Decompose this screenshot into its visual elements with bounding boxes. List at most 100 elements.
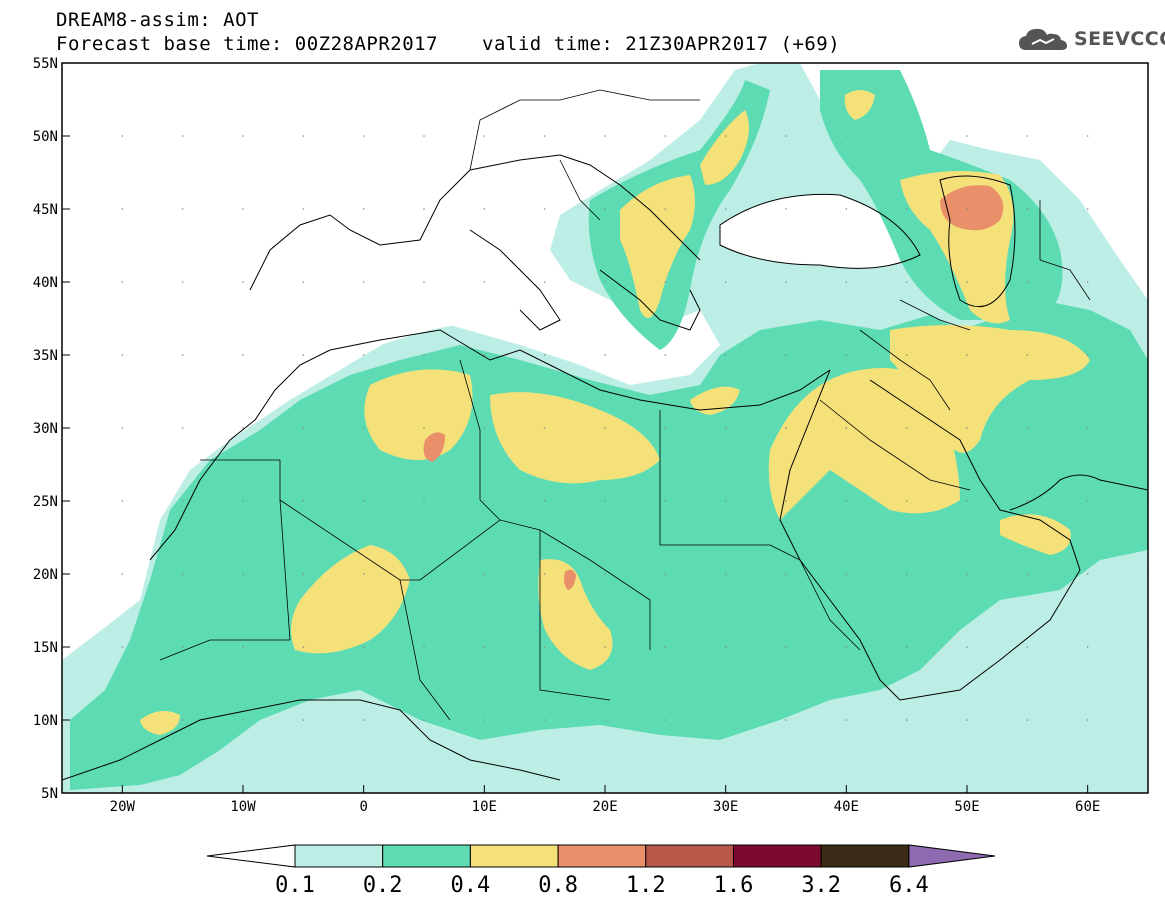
lon-axis: 20W 10W 0 10E 20E 30E 40E 50E 60E bbox=[110, 785, 1100, 815]
graticule-dot bbox=[242, 281, 244, 283]
graticule-dot bbox=[543, 573, 546, 575]
graticule-dot bbox=[785, 208, 787, 210]
graticule-dot bbox=[362, 208, 365, 210]
graticule-dot bbox=[302, 646, 305, 648]
graticule-dot bbox=[1086, 208, 1089, 210]
graticule-dot bbox=[845, 208, 848, 210]
graticule-dot bbox=[724, 719, 727, 721]
lon-label: 20E bbox=[592, 799, 617, 815]
graticule-dot bbox=[724, 646, 727, 648]
graticule-dot bbox=[483, 646, 486, 648]
graticule-dot bbox=[966, 719, 968, 721]
colorbar-min-triangle bbox=[206, 844, 296, 868]
graticule-dot bbox=[724, 208, 727, 210]
graticule-dot bbox=[302, 281, 305, 283]
graticule-dot bbox=[543, 646, 546, 648]
aot-band-0-4-chad bbox=[538, 559, 613, 670]
graticule-dot bbox=[242, 208, 244, 210]
graticule-dot bbox=[242, 135, 244, 137]
lon-label: 50E bbox=[954, 799, 979, 815]
graticule-dot bbox=[664, 573, 667, 575]
lat-label: 10N bbox=[33, 713, 58, 729]
colorbar-max-triangle bbox=[908, 844, 996, 868]
clean-air-area bbox=[62, 63, 735, 620]
graticule-dot bbox=[1086, 646, 1089, 648]
lon-label: 10W bbox=[230, 799, 256, 815]
aot-band-0-8-caspian bbox=[940, 185, 1004, 231]
graticule-dot bbox=[1026, 281, 1029, 283]
graticule-dot bbox=[905, 719, 908, 721]
aot-band-0-4-ukraine bbox=[700, 110, 749, 185]
graticule-dot bbox=[1086, 354, 1089, 356]
graticule-dot bbox=[483, 719, 486, 721]
graticule-dot bbox=[664, 135, 667, 137]
graticule-dot bbox=[362, 281, 365, 283]
lon-label: 20W bbox=[110, 799, 136, 815]
lon-label: 60E bbox=[1075, 799, 1100, 815]
graticule-dot bbox=[724, 427, 727, 429]
aot-band-0-8-chad bbox=[564, 569, 576, 590]
graticule-dot bbox=[966, 135, 968, 137]
lon-label: 0 bbox=[359, 799, 367, 815]
graticule-dot bbox=[362, 573, 365, 575]
colorbar-tick-label: 3.2 bbox=[801, 873, 841, 898]
graticule-dot bbox=[1086, 500, 1089, 502]
graticule-dot bbox=[181, 427, 184, 429]
graticule-dot bbox=[121, 500, 124, 502]
coastlines bbox=[62, 154, 1148, 781]
colorbar-tick-label: 0.2 bbox=[363, 873, 403, 898]
graticule-dot bbox=[423, 719, 425, 721]
graticule-dot bbox=[845, 719, 848, 721]
graticule-dot bbox=[664, 281, 667, 283]
graticule-dot bbox=[1086, 281, 1089, 283]
graticule-dot bbox=[543, 354, 546, 356]
graticule-dot bbox=[785, 500, 787, 502]
graticule-dot bbox=[423, 500, 425, 502]
graticule-dot bbox=[785, 281, 787, 283]
valid-time: valid time: 21Z30APR2017 (+69) bbox=[482, 33, 841, 55]
graticule-dot bbox=[845, 573, 848, 575]
graticule-dot bbox=[1026, 208, 1029, 210]
graticule-dot bbox=[242, 500, 244, 502]
lat-label: 55N bbox=[33, 56, 58, 72]
forecast-base-time: Forecast base time: 00Z28APR2017 bbox=[56, 33, 439, 55]
graticule-dot bbox=[121, 135, 124, 137]
colorbar-box bbox=[557, 844, 647, 868]
graticule-dot bbox=[845, 135, 848, 137]
graticule-dot bbox=[181, 281, 184, 283]
graticule-dot bbox=[966, 281, 968, 283]
graticule-dot bbox=[181, 208, 184, 210]
aot-band-0-4-balkans bbox=[620, 175, 695, 318]
graticule-dot bbox=[242, 354, 244, 356]
graticule-dot bbox=[664, 427, 667, 429]
graticule-dot bbox=[242, 573, 244, 575]
graticule-dot bbox=[966, 354, 968, 356]
lat-label: 40N bbox=[33, 275, 58, 291]
graticule-dot bbox=[845, 427, 848, 429]
graticule-dot bbox=[121, 427, 124, 429]
graticule-dot bbox=[905, 208, 908, 210]
graticule-dot bbox=[302, 719, 305, 721]
graticule-dot bbox=[785, 354, 787, 356]
graticule-dot bbox=[181, 573, 184, 575]
aot-band-0-4-mali bbox=[291, 545, 410, 654]
colorbar-tick-label: 1.2 bbox=[626, 873, 666, 898]
country-borders bbox=[159, 89, 1091, 721]
lon-label: 10E bbox=[472, 799, 497, 815]
colorbar-box bbox=[645, 844, 734, 868]
aot-band-0-4-russia bbox=[844, 90, 875, 120]
graticule-dot bbox=[242, 427, 244, 429]
graticule-dot bbox=[483, 208, 486, 210]
graticule-dot bbox=[966, 208, 968, 210]
graticule-dot bbox=[121, 719, 124, 721]
graticule-dot bbox=[242, 646, 244, 648]
colorbar-box bbox=[294, 844, 384, 868]
graticule-dot bbox=[785, 427, 787, 429]
graticule-dot bbox=[604, 135, 606, 137]
lat-label: 50N bbox=[33, 129, 58, 145]
graticule-dot bbox=[604, 208, 606, 210]
lat-label: 5N bbox=[41, 786, 58, 802]
aot-band-0-4-iran bbox=[890, 325, 1090, 453]
graticule-dot bbox=[483, 573, 486, 575]
colorbar-box bbox=[733, 844, 822, 868]
